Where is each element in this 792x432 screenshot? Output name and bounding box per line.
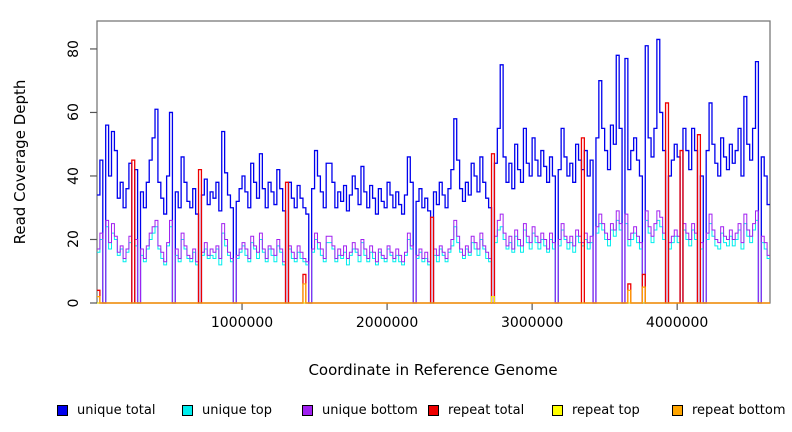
repeat-total-swatch-icon — [428, 404, 439, 416]
series-line-repeat-bottom — [97, 283, 770, 304]
y-axis-title: Read Coverage Depth — [11, 79, 29, 245]
unique-bottom-swatch-icon — [302, 404, 313, 416]
legend-label: repeat top — [572, 402, 640, 418]
legend-label: unique total — [77, 402, 156, 418]
legend-label: repeat bottom — [692, 402, 786, 418]
legend-label: unique bottom — [322, 402, 418, 418]
repeat-top-swatch-icon — [552, 404, 563, 416]
chart-legend: unique total unique top unique bottom re… — [0, 402, 792, 420]
x-axis-title: Coordinate in Reference Genome — [308, 361, 558, 379]
y-tick-label: 40 — [66, 167, 82, 185]
legend-item-repeat-total: repeat total — [428, 402, 524, 418]
unique-total-swatch-icon — [57, 404, 68, 416]
legend-item-repeat-top: repeat top — [552, 402, 640, 418]
x-tick-label: 3000000 — [500, 315, 564, 331]
unique-top-swatch-icon — [182, 404, 193, 416]
x-tick-label: 2000000 — [355, 315, 419, 331]
legend-item-unique-total: unique total — [57, 402, 155, 418]
y-tick-label: 20 — [66, 230, 82, 249]
legend-item-unique-top: unique top — [182, 402, 272, 418]
x-tick-label: 4000000 — [645, 315, 709, 331]
y-tick-label: 0 — [66, 298, 82, 308]
repeat-bottom-swatch-icon — [672, 404, 683, 416]
y-tick-label: 80 — [66, 40, 82, 58]
legend-label: unique top — [202, 402, 273, 418]
legend-label: repeat total — [448, 402, 525, 418]
x-tick-label: 1000000 — [210, 315, 274, 331]
y-tick-label: 60 — [66, 103, 82, 122]
legend-item-unique-bottom: unique bottom — [302, 402, 418, 418]
legend-item-repeat-bottom: repeat bottom — [672, 402, 786, 418]
series-line-unique-total — [97, 38, 770, 304]
